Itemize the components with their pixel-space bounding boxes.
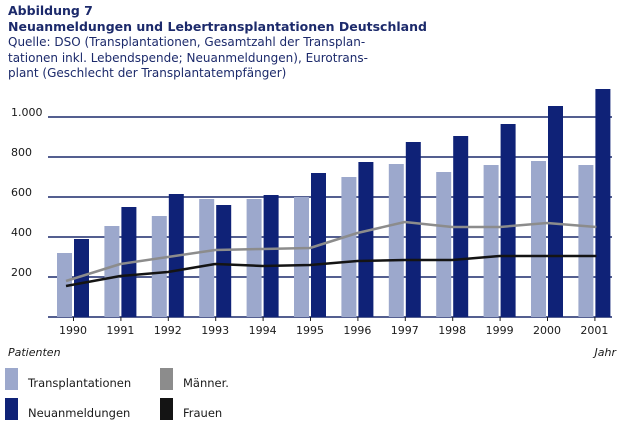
grid-layer bbox=[48, 116, 612, 318]
bar-neuanmeldungen-2001 bbox=[595, 89, 611, 317]
source-line-3: plant (Geschlecht der Transplantatempfän… bbox=[8, 66, 287, 80]
bar-neuanmeldungen-1994 bbox=[263, 195, 279, 317]
line-frauen bbox=[65, 254, 597, 288]
bar-layer bbox=[57, 89, 611, 317]
x-tick-label: 1993 bbox=[201, 324, 229, 337]
bar-transplantationen-2000 bbox=[531, 161, 546, 317]
figure-header: Abbildung 7 Neuanmeldungen und Lebertran… bbox=[8, 3, 608, 82]
bar-transplantationen-2001 bbox=[578, 165, 594, 317]
legend-frauen-label: Frauen bbox=[183, 406, 222, 420]
bar-neuanmeldungen-1999 bbox=[500, 124, 516, 317]
bar-neuanmeldungen-1990 bbox=[74, 239, 89, 317]
legend-maenner-swatch bbox=[160, 368, 173, 390]
source-line-1: Quelle: DSO (Transplantationen, Gesamtza… bbox=[8, 35, 366, 49]
x-tick-label: 1994 bbox=[249, 324, 277, 337]
x-tick-label: 1999 bbox=[486, 324, 514, 337]
x-axis-title: Jahr bbox=[593, 346, 618, 359]
bar-transplantationen-1992 bbox=[151, 216, 167, 317]
x-tick-label: 1997 bbox=[391, 324, 419, 337]
x-tick-label: 1992 bbox=[154, 324, 182, 337]
bar-transplantationen-1990 bbox=[57, 253, 72, 317]
line-maenner bbox=[65, 220, 597, 283]
legend-neuanmeldungen-swatch bbox=[5, 398, 18, 420]
bar-transplantationen-1995 bbox=[294, 197, 309, 317]
figure-title: Neuanmeldungen und Lebertransplantatione… bbox=[8, 19, 427, 34]
x-tick-label: 1990 bbox=[59, 324, 87, 337]
bar-transplantationen-1996 bbox=[341, 177, 357, 317]
bar-transplantationen-1994 bbox=[246, 199, 262, 317]
figure-label: Abbildung 7 bbox=[8, 3, 93, 18]
bar-transplantationen-1998 bbox=[436, 172, 452, 317]
bar-neuanmeldungen-2000 bbox=[548, 106, 563, 317]
y-tick-label: 400 bbox=[11, 226, 32, 239]
y-tick-label: 1.000 bbox=[11, 106, 43, 119]
y-tick-label: 200 bbox=[11, 266, 32, 279]
y-tick-label: 800 bbox=[11, 146, 32, 159]
legend-neuanmeldungen-label: Neuanmeldungen bbox=[28, 406, 130, 420]
bar-transplantationen-1993 bbox=[199, 199, 215, 317]
source-line-2: tationen inkl. Lebendspende; Neuanmeldun… bbox=[8, 50, 368, 65]
x-tick-label: 1996 bbox=[343, 324, 371, 337]
x-tick-label: 1995 bbox=[296, 324, 324, 337]
line-layer bbox=[65, 220, 597, 288]
x-tick-label: 1998 bbox=[438, 324, 466, 337]
x-tick-label: 2000 bbox=[533, 324, 561, 337]
bar-neuanmeldungen-1996 bbox=[358, 162, 374, 317]
bar-neuanmeldungen-1997 bbox=[405, 142, 421, 317]
legend-layer: Transplantationen Neuanmeldungen Männer. Fr… bbox=[5, 368, 229, 420]
bar-transplantationen-1997 bbox=[388, 164, 404, 317]
legend-transplantationen-swatch bbox=[5, 368, 18, 390]
legend-transplantationen-label: Transplantationen bbox=[27, 376, 131, 390]
y-axis-title: Patienten bbox=[8, 346, 61, 359]
legend-frauen-swatch bbox=[160, 398, 173, 420]
x-tick-label: 1991 bbox=[106, 324, 134, 337]
bar-neuanmeldungen-1993 bbox=[216, 205, 232, 317]
y-tick-label: 600 bbox=[11, 186, 32, 199]
bar-transplantationen-1999 bbox=[483, 165, 499, 317]
bar-transplantationen-1991 bbox=[104, 226, 120, 317]
legend-maenner-label: Männer. bbox=[183, 376, 229, 390]
axis-layer: 200 400 600 800 1.000 1990 1991 1992 1993 1994 199… bbox=[8, 106, 617, 359]
figure-source: Quelle: DSO (Transplantationen, Gesamtza… bbox=[8, 35, 378, 82]
x-tick-label: 2001 bbox=[580, 324, 608, 337]
